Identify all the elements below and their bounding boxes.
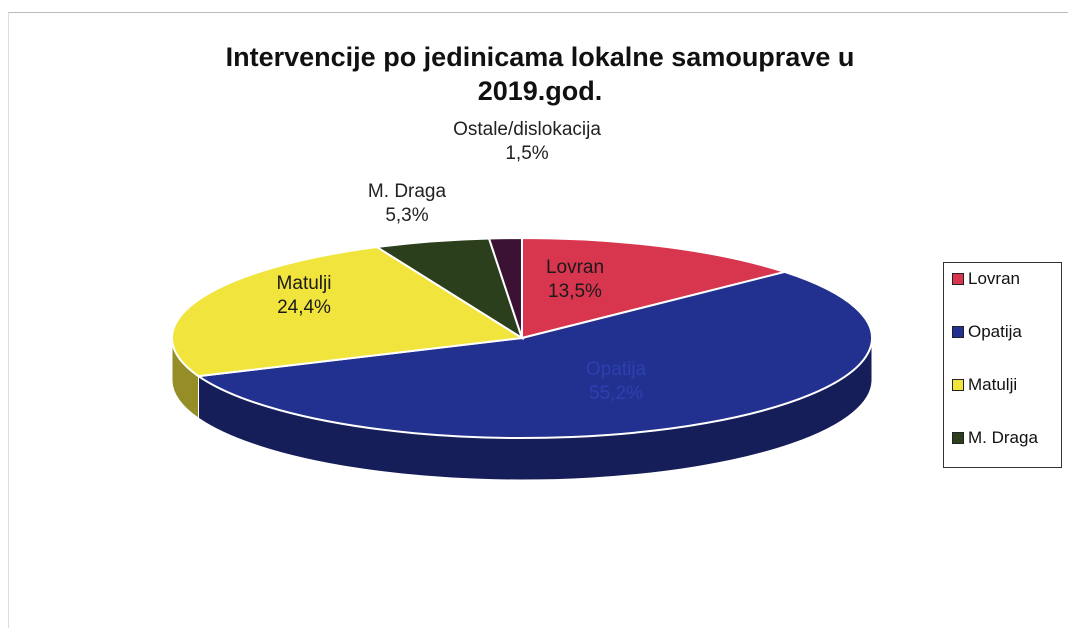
- legend-entry: M. Draga: [952, 428, 1038, 448]
- data-label-name: Matulji: [276, 273, 332, 294]
- legend: Lovran Opatija Matulji M. Draga: [943, 262, 1062, 468]
- legend-swatch: [952, 273, 964, 285]
- data-label: Ostale/dislokacija 1,5%: [432, 118, 622, 166]
- data-label-name: Opatija: [585, 359, 647, 380]
- legend-swatch: [952, 432, 964, 444]
- data-label-name: Lovran: [545, 257, 605, 278]
- slice: [487, 236, 523, 339]
- data-label-value: 24,4%: [277, 297, 331, 318]
- legend-swatch: [952, 326, 964, 338]
- data-label: Opatija 55,2%: [586, 358, 646, 406]
- data-label-name: M. Draga: [367, 181, 447, 202]
- chart-frame: [8, 12, 1068, 628]
- chart-title: Intervencije po jedinicama lokalne samou…: [225, 42, 855, 106]
- legend-entry: Lovran: [952, 269, 1020, 289]
- data-label: M. Draga 5,3%: [368, 180, 446, 228]
- data-label-name: Ostale/dislokacija: [453, 119, 601, 140]
- slice: [521, 236, 789, 340]
- legend-entry: Opatija: [952, 322, 1022, 342]
- legend-label: Opatija: [968, 322, 1022, 341]
- legend-label: Lovran: [968, 269, 1020, 288]
- data-label-value: 1,5%: [505, 143, 549, 164]
- slice: [171, 245, 525, 378]
- data-label-value: 13,5%: [548, 281, 602, 302]
- data-label: Matulji 24,4%: [277, 272, 332, 320]
- legend-label: Matulji: [968, 375, 1018, 394]
- legend-entry: Matulji: [952, 375, 1017, 395]
- data-label-value: 5,3%: [385, 205, 429, 226]
- slice: [195, 270, 873, 439]
- legend-swatch: [952, 379, 964, 391]
- data-label: Lovran 13,5%: [546, 256, 604, 304]
- data-label-value: 55,2%: [589, 383, 643, 404]
- legend-label: M. Draga: [968, 428, 1038, 447]
